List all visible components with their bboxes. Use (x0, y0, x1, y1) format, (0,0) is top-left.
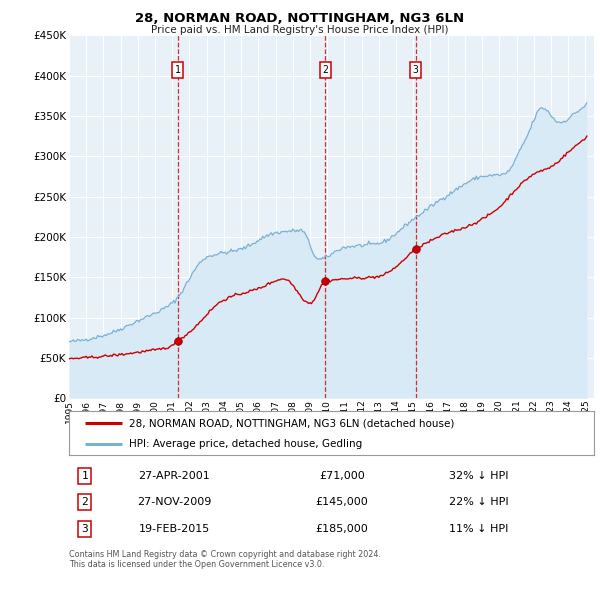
Text: 19-FEB-2015: 19-FEB-2015 (139, 524, 209, 534)
Text: 22% ↓ HPI: 22% ↓ HPI (449, 497, 508, 507)
Text: HPI: Average price, detached house, Gedling: HPI: Average price, detached house, Gedl… (130, 438, 362, 448)
Text: £185,000: £185,000 (316, 524, 368, 534)
Text: 27-APR-2001: 27-APR-2001 (138, 471, 210, 481)
Text: £71,000: £71,000 (319, 471, 365, 481)
Text: Contains HM Land Registry data © Crown copyright and database right 2024.
This d: Contains HM Land Registry data © Crown c… (69, 550, 381, 569)
Text: 1: 1 (82, 471, 88, 481)
Text: 2: 2 (323, 65, 328, 75)
Text: 28, NORMAN ROAD, NOTTINGHAM, NG3 6LN: 28, NORMAN ROAD, NOTTINGHAM, NG3 6LN (136, 12, 464, 25)
Text: 32% ↓ HPI: 32% ↓ HPI (449, 471, 508, 481)
Text: 11% ↓ HPI: 11% ↓ HPI (449, 524, 508, 534)
Text: 2: 2 (82, 497, 88, 507)
Text: 27-NOV-2009: 27-NOV-2009 (137, 497, 211, 507)
Text: 3: 3 (413, 65, 418, 75)
Text: Price paid vs. HM Land Registry's House Price Index (HPI): Price paid vs. HM Land Registry's House … (151, 25, 449, 35)
Text: 28, NORMAN ROAD, NOTTINGHAM, NG3 6LN (detached house): 28, NORMAN ROAD, NOTTINGHAM, NG3 6LN (de… (130, 418, 455, 428)
Text: 3: 3 (82, 524, 88, 534)
Text: £145,000: £145,000 (316, 497, 368, 507)
Text: 1: 1 (175, 65, 181, 75)
